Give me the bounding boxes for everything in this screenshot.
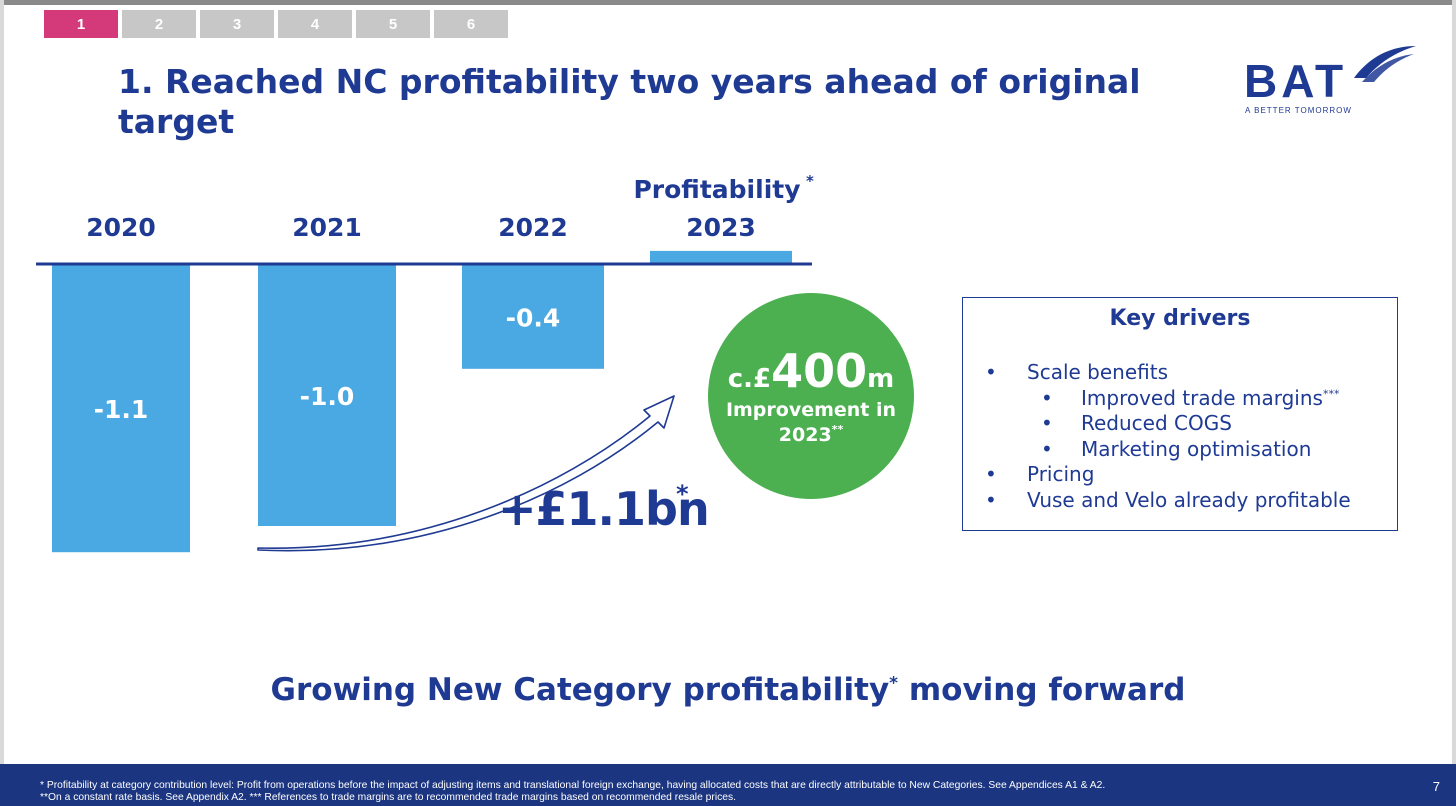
- bottom-message-rest: moving forward: [898, 672, 1186, 708]
- slide-title: 1. Reached NC profitability two years ah…: [118, 62, 1141, 141]
- callout-marker: **: [832, 423, 844, 436]
- key-driver-label: Reduced COGS: [1081, 411, 1232, 435]
- key-driver-label: Vuse and Velo already profitable: [1027, 487, 1351, 512]
- bar-2022: [462, 264, 604, 369]
- slide-tab-3[interactable]: 3: [200, 10, 274, 38]
- window-right-edge: [1452, 0, 1456, 806]
- logo-tagline: A BETTER TOMORROW: [1245, 106, 1352, 115]
- logo-swoosh-icon: [1354, 46, 1416, 82]
- category-label: 2021: [292, 213, 362, 242]
- page-number: 7: [1432, 779, 1440, 794]
- footnote-2: **On a constant rate basis. See Appendix…: [40, 792, 736, 803]
- bullet-icon: •: [985, 487, 997, 512]
- slide-tab-5[interactable]: 5: [356, 10, 430, 38]
- footnote-1: * Profitability at category contribution…: [40, 780, 1106, 791]
- callout-value: 400: [771, 344, 867, 398]
- bar-value-label: -1.1: [94, 395, 149, 424]
- bat-logo: BAT A BETTER TOMORROW: [1244, 44, 1424, 124]
- key-driver-label: Marketing optimisation: [1081, 436, 1312, 461]
- window-left-edge: [0, 0, 4, 806]
- callout-suffix: m: [867, 364, 894, 394]
- contribution-bar-chart: -1.1 2020 -1.0 2021 -0.4 2022 2023 Profitabilit…: [36, 172, 814, 553]
- key-driver-label: Improved trade margins: [1081, 385, 1323, 410]
- bullet-icon: •: [985, 360, 997, 384]
- bullet-icon: •: [1041, 436, 1053, 461]
- key-driver-text: Reduced COGS: [1081, 411, 1232, 437]
- key-drivers-title: Key drivers: [1109, 306, 1251, 331]
- bar-value-label: -1.0: [300, 382, 355, 411]
- callout-amount: c.£400m: [728, 344, 895, 398]
- callout-circle: [708, 293, 914, 499]
- category-label: 2020: [86, 213, 156, 242]
- key-driver-text: Vuse and Velo already profitable: [1027, 488, 1351, 514]
- callout-year: 2023: [779, 424, 832, 446]
- key-driver-text: Pricing: [1027, 462, 1094, 488]
- improvement-arrow-icon: [257, 395, 675, 552]
- callout-line1: Improvement in: [726, 399, 896, 421]
- slide-tab-4[interactable]: 4: [278, 10, 352, 38]
- key-driver-text: Marketing optimisation: [1081, 437, 1311, 463]
- arrow-label-marker: *: [676, 480, 689, 508]
- callout-line2: 2023**: [779, 423, 844, 446]
- bullet-icon: •: [985, 462, 997, 486]
- key-driver-marker: ***: [1322, 386, 1340, 400]
- key-driver-text: Improved trade margins***: [1081, 386, 1339, 412]
- callout-prefix: c.£: [728, 364, 771, 394]
- profitability-marker: *: [806, 172, 814, 190]
- bottom-message-text: Growing New Category profitability: [270, 672, 890, 708]
- bullet-icon: •: [1041, 385, 1053, 410]
- arrow-label: +£1.1bn: [498, 482, 709, 536]
- category-label: 2022: [498, 213, 568, 242]
- key-drivers-box: Key drivers • Scale benefits • Improved tra…: [962, 297, 1398, 531]
- logo-wordmark: BAT: [1244, 55, 1348, 107]
- bar-2020: [52, 264, 190, 553]
- slide-tab-6[interactable]: 6: [434, 10, 508, 38]
- profitability-header: Profitability: [633, 175, 800, 204]
- bar-2023: [650, 250, 792, 264]
- footer-bar: * Profitability at category contribution…: [0, 764, 1456, 806]
- key-driver-label: Scale benefits: [1027, 360, 1169, 384]
- category-label: 2023: [686, 213, 756, 242]
- window-top-bar: [0, 0, 1456, 5]
- slide-tabs: 1 2 3 4 5 6: [44, 10, 508, 38]
- key-driver-label: Pricing: [1027, 462, 1095, 486]
- bar-2021: [258, 264, 396, 526]
- slide-tab-1[interactable]: 1: [44, 10, 118, 38]
- bullet-icon: •: [1041, 411, 1053, 435]
- bar-value-label: -0.4: [506, 303, 561, 332]
- bottom-message: Growing New Category profitability* movi…: [0, 672, 1456, 708]
- slide-tab-2[interactable]: 2: [122, 10, 196, 38]
- key-driver-text: Scale benefits: [1027, 360, 1168, 386]
- bottom-message-marker: *: [889, 673, 899, 694]
